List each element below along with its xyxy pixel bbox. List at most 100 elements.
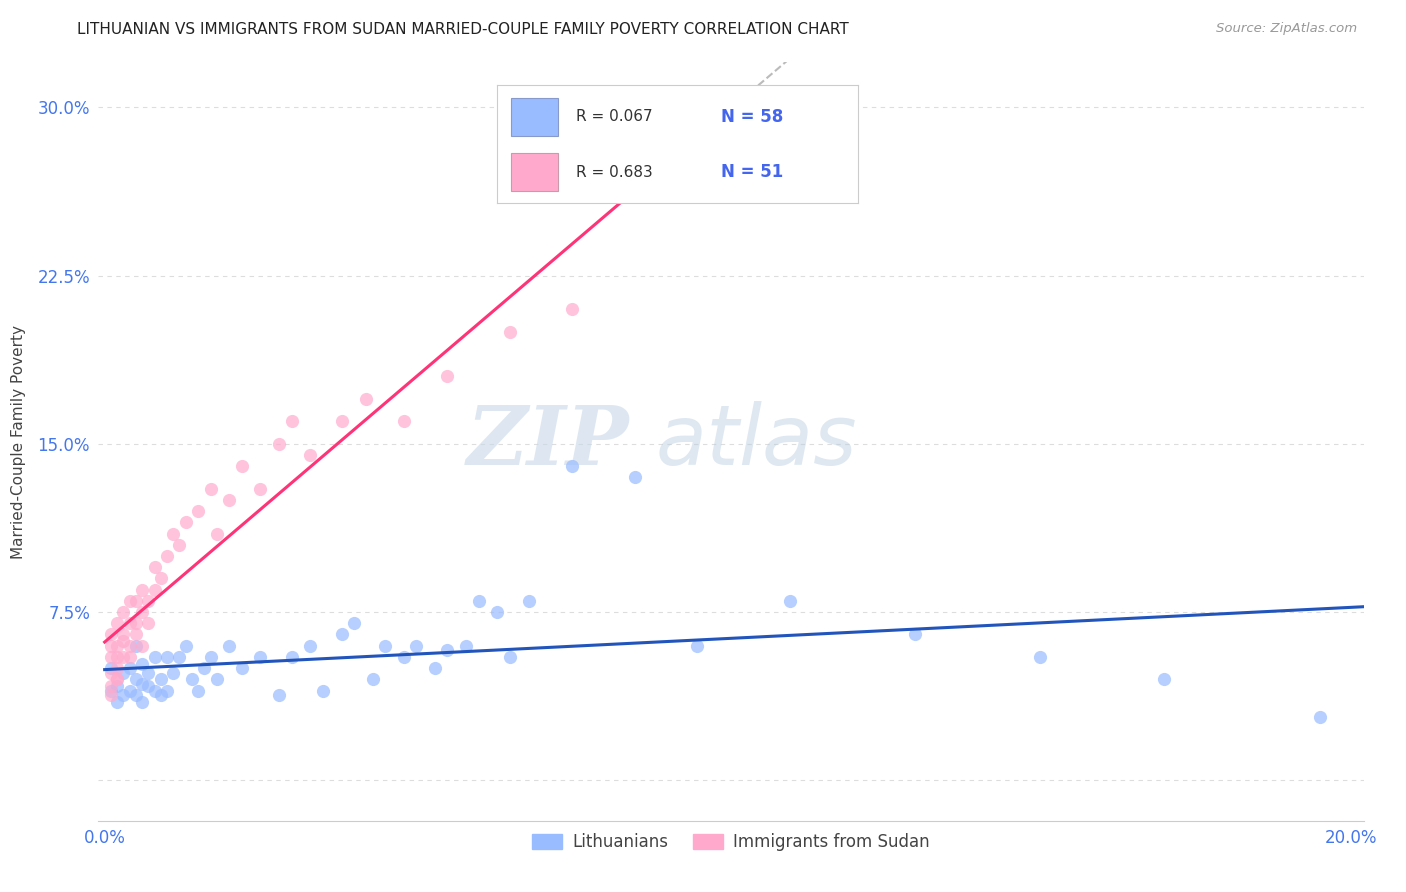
- Point: [423, 661, 446, 675]
- Text: atlas: atlas: [655, 401, 856, 482]
- Point: [249, 482, 271, 496]
- Point: [499, 649, 522, 664]
- Point: [112, 649, 135, 664]
- Point: [299, 448, 322, 462]
- Point: [112, 665, 135, 680]
- Point: [100, 679, 122, 693]
- Point: [299, 639, 322, 653]
- Point: [374, 639, 396, 653]
- Point: [467, 594, 489, 608]
- Point: [156, 549, 179, 563]
- Point: [517, 594, 540, 608]
- Point: [100, 649, 122, 664]
- Point: [169, 538, 191, 552]
- Point: [392, 649, 415, 664]
- Point: [249, 649, 271, 664]
- Point: [361, 673, 384, 687]
- Point: [200, 649, 222, 664]
- Point: [162, 665, 184, 680]
- Point: [436, 643, 458, 657]
- Point: [1153, 673, 1175, 687]
- Point: [456, 639, 478, 653]
- Point: [436, 369, 458, 384]
- Point: [343, 616, 366, 631]
- Point: [156, 649, 179, 664]
- Point: [312, 683, 335, 698]
- Point: [149, 673, 172, 687]
- Point: [131, 695, 153, 709]
- Point: [330, 414, 353, 428]
- Point: [125, 639, 148, 653]
- Point: [149, 571, 172, 585]
- Point: [187, 504, 209, 518]
- Point: [218, 639, 240, 653]
- Point: [143, 560, 166, 574]
- Point: [105, 695, 128, 709]
- Point: [623, 470, 645, 484]
- Point: [118, 594, 141, 608]
- Legend: Lithuanians, Immigrants from Sudan: Lithuanians, Immigrants from Sudan: [526, 827, 936, 858]
- Point: [125, 627, 148, 641]
- Point: [131, 639, 153, 653]
- Point: [280, 649, 302, 664]
- Point: [218, 492, 240, 507]
- Point: [100, 627, 122, 641]
- Point: [112, 627, 135, 641]
- Point: [187, 683, 209, 698]
- Point: [779, 594, 801, 608]
- Point: [100, 661, 122, 675]
- Point: [169, 649, 191, 664]
- Point: [269, 437, 291, 451]
- Point: [136, 665, 159, 680]
- Point: [356, 392, 378, 406]
- Point: [143, 582, 166, 597]
- Point: [1028, 649, 1050, 664]
- Point: [136, 679, 159, 693]
- Point: [686, 639, 709, 653]
- Point: [156, 683, 179, 698]
- Point: [112, 634, 135, 648]
- Point: [131, 677, 153, 691]
- Point: [105, 661, 128, 675]
- Point: [125, 616, 148, 631]
- Point: [100, 683, 122, 698]
- Point: [125, 594, 148, 608]
- Point: [181, 673, 204, 687]
- Point: [174, 516, 197, 530]
- Point: [131, 605, 153, 619]
- Point: [105, 679, 128, 693]
- Point: [330, 627, 353, 641]
- Point: [561, 459, 583, 474]
- Point: [105, 639, 128, 653]
- Point: [118, 616, 141, 631]
- Point: [112, 605, 135, 619]
- Point: [193, 661, 215, 675]
- Point: [125, 688, 148, 702]
- Point: [904, 627, 927, 641]
- Point: [125, 673, 148, 687]
- Point: [149, 688, 172, 702]
- Y-axis label: Married-Couple Family Poverty: Married-Couple Family Poverty: [11, 325, 27, 558]
- Point: [143, 683, 166, 698]
- Point: [105, 673, 128, 687]
- Point: [118, 661, 141, 675]
- Point: [118, 639, 141, 653]
- Point: [118, 649, 141, 664]
- Point: [205, 526, 228, 541]
- Point: [561, 302, 583, 317]
- Point: [392, 414, 415, 428]
- Point: [200, 482, 222, 496]
- Point: [231, 661, 253, 675]
- Point: [280, 414, 302, 428]
- Point: [105, 673, 128, 687]
- Point: [136, 594, 159, 608]
- Text: LITHUANIAN VS IMMIGRANTS FROM SUDAN MARRIED-COUPLE FAMILY POVERTY CORRELATION CH: LITHUANIAN VS IMMIGRANTS FROM SUDAN MARR…: [77, 22, 849, 37]
- Point: [269, 688, 291, 702]
- Point: [131, 582, 153, 597]
- Point: [100, 665, 122, 680]
- Point: [136, 616, 159, 631]
- Point: [100, 639, 122, 653]
- Point: [131, 657, 153, 671]
- Point: [100, 688, 122, 702]
- Point: [405, 639, 427, 653]
